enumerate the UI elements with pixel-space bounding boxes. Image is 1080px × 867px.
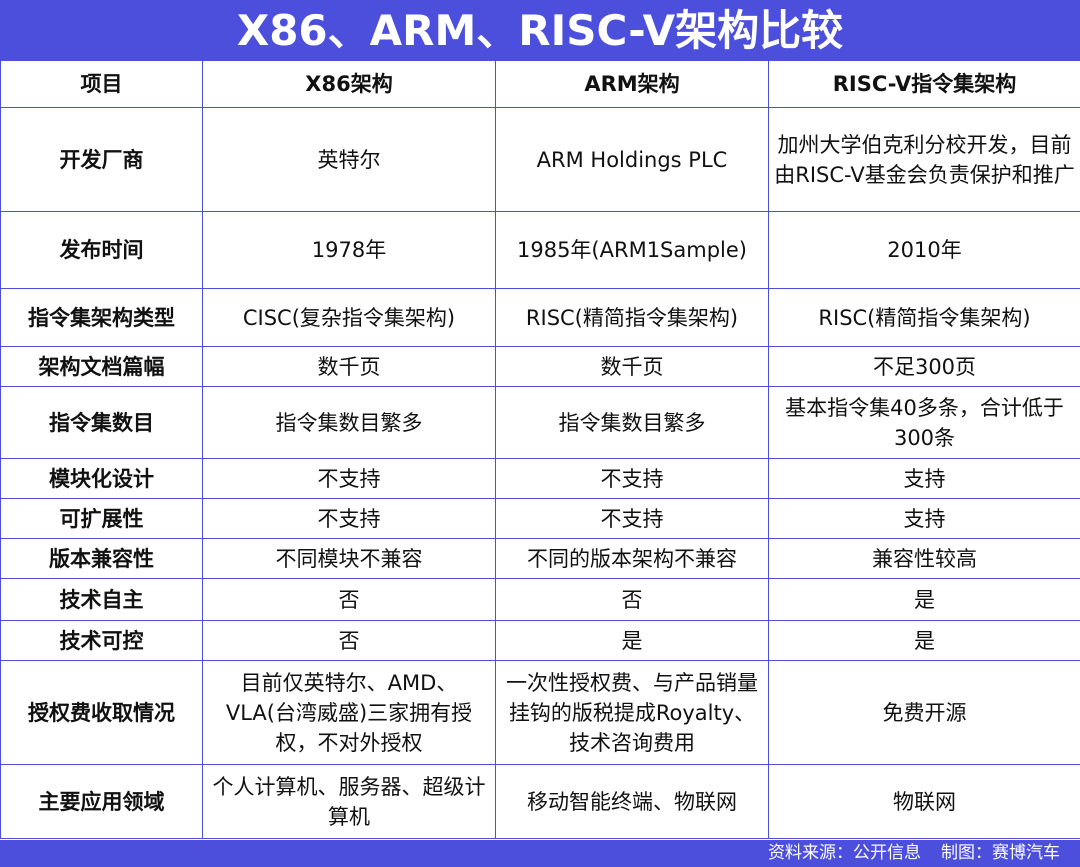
table-cell: 物联网 [768,764,1080,839]
row-label: 可扩展性 [0,498,203,539]
row-label: 授权费收取情况 [0,660,203,765]
table-cell: 不支持 [495,458,769,499]
table-cell: 是 [768,620,1080,661]
table-row: 开发厂商 英特尔 ARM Holdings PLC 加州大学伯克利分校开发，目前由RI… [0,107,1080,212]
table-cell: 兼容性较高 [768,538,1080,579]
table-cell: 否 [202,620,496,661]
table-row: 授权费收取情况 目前仅英特尔、AMD、VLA(台湾威盛)三家拥有授权，不对外授权一… [0,660,1080,765]
table-row: 指令集数目 指令集数目繁多 指令集数目繁多 基本指令集40多条，合计低于300条 [0,386,1080,459]
table-row: 技术可控否是是 [0,620,1080,661]
table-cell: RISC(精简指令集架构) [768,288,1080,347]
table-cell: 是 [495,620,769,661]
row-label: 技术自主 [0,578,203,621]
table-cell: 英特尔 [202,107,496,212]
table-cell: 否 [495,578,769,621]
footer: 资料来源：公开信息 制图：赛博汽车 [0,840,1080,867]
row-label: 指令集架构类型 [0,288,203,347]
table-cell: 不同模块不兼容 [202,538,496,579]
table-cell: CISC(复杂指令集架构) [202,288,496,347]
table-row: 版本兼容性 不同模块不兼容 不同的版本架构不兼容 兼容性较高 [0,538,1080,579]
author: 制图：赛博汽车 [941,843,1060,863]
table-cell: 个人计算机、服务器、超级计算机 [202,764,496,839]
row-label: 开发厂商 [0,107,203,212]
table-cell: 不支持 [202,458,496,499]
table-cell: 数千页 [202,346,496,387]
row-label: 技术可控 [0,620,203,661]
source: 资料来源：公开信息 [768,843,921,863]
table-row: 指令集架构类型 CISC(复杂指令集架构) RISC(精简指令集架构) RISC(精简… [0,288,1080,347]
table-cell: 指令集数目繁多 [202,386,496,459]
table-cell: 1978年 [202,211,496,289]
table-cell: 加州大学伯克利分校开发，目前由RISC-V基金会负责保护和推广 [768,107,1080,212]
table-row: 模块化设计 不支持 不支持 支持 [0,458,1080,499]
table-row: 技术自主否否是 [0,578,1080,621]
table-cell: 不足300页 [768,346,1080,387]
row-label: 发布时间 [0,211,203,289]
table-cell: 1985年(ARM1Sample) [495,211,769,289]
table-cell: RISC(精简指令集架构) [495,288,769,347]
table-row: 架构文档篇幅 数千页 数千页 不足300页 [0,346,1080,387]
table-cell: 基本指令集40多条，合计低于300条 [768,386,1080,459]
table-cell: 支持 [768,498,1080,539]
row-label: 版本兼容性 [0,538,203,579]
comparison-table: 项目 X86架构 ARM架构 RISC-V指令集架构 开发厂商 英特尔 ARM Holdi… [0,60,1080,839]
table-cell: 一次性授权费、与产品销量挂钩的版税提成Royalty、技术咨询费用 [495,660,769,765]
title: X86、ARM、RISC-V架构比较 [0,0,1080,60]
table-cell: 2010年 [768,211,1080,289]
row-label: 指令集数目 [0,386,203,459]
table-body: 开发厂商 英特尔 ARM Holdings PLC 加州大学伯克利分校开发，目前由RI… [0,107,1080,839]
table-row: 可扩展性 不支持 不支持 支持 [0,498,1080,539]
table-cell: 不支持 [202,498,496,539]
table-cell: 支持 [768,458,1080,499]
column-header: RISC-V指令集架构 [768,60,1080,108]
column-header: 项目 [0,60,203,108]
table-cell: 否 [202,578,496,621]
table-row: 主要应用领域 个人计算机、服务器、超级计算机 移动智能终端、物联网 物联网 [0,764,1080,839]
table-cell: 指令集数目繁多 [495,386,769,459]
column-header: ARM架构 [495,60,769,108]
table-row: 发布时间 1978年 1985年(ARM1Sample) 2010年 [0,211,1080,289]
table-cell: 是 [768,578,1080,621]
table-cell: 不同的版本架构不兼容 [495,538,769,579]
table-cell: ARM Holdings PLC [495,107,769,212]
row-label: 模块化设计 [0,458,203,499]
table-cell: 不支持 [495,498,769,539]
row-label: 架构文档篇幅 [0,346,203,387]
row-label: 主要应用领域 [0,764,203,839]
header-row: 项目 X86架构 ARM架构 RISC-V指令集架构 [0,60,1080,108]
table-cell: 移动智能终端、物联网 [495,764,769,839]
table-cell: 数千页 [495,346,769,387]
column-header: X86架构 [202,60,496,108]
table-cell: 免费开源 [768,660,1080,765]
table-cell: 目前仅英特尔、AMD、VLA(台湾威盛)三家拥有授权，不对外授权 [202,660,496,765]
